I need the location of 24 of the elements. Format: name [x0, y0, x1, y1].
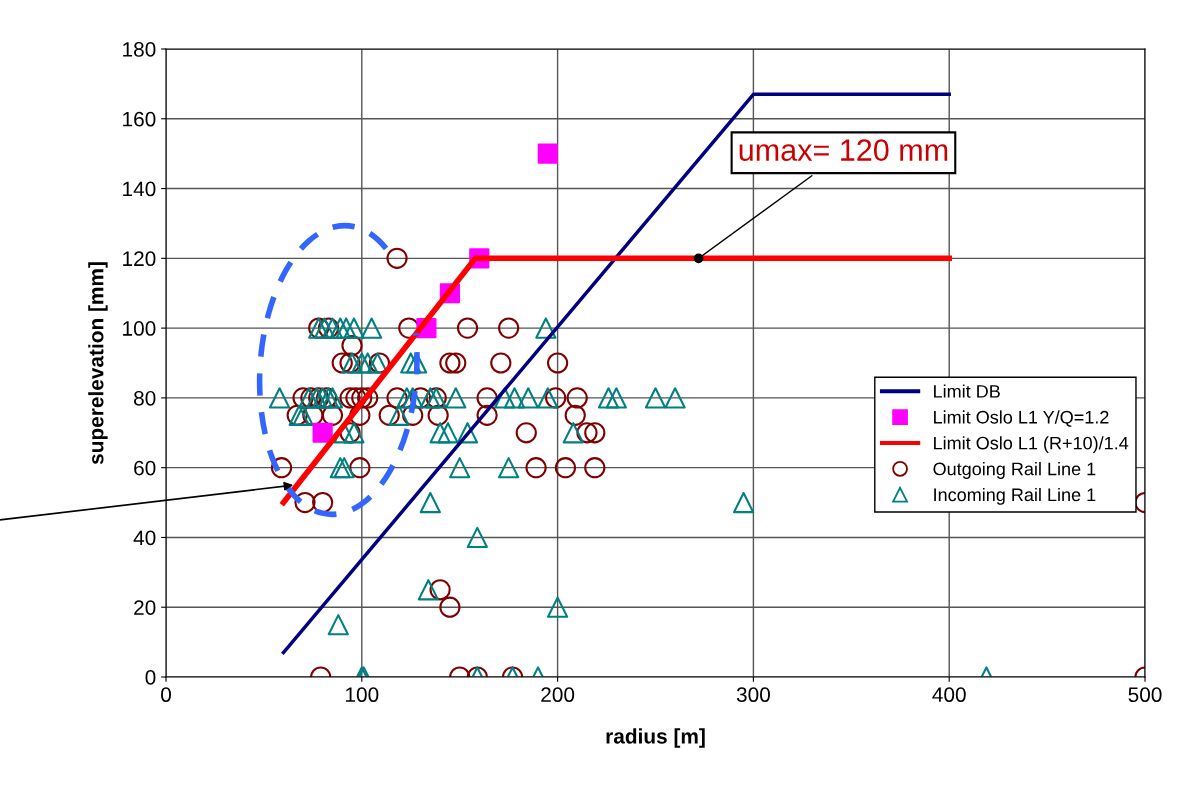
legend-label: Incoming Rail Line 1 — [934, 487, 1096, 505]
x-tick-label: 500 — [1128, 687, 1162, 703]
y-tick-label: 0 — [145, 670, 156, 685]
y-tick-label: 20 — [134, 600, 156, 615]
y-tick-label: 100 — [123, 321, 156, 336]
y-tick-label: 80 — [134, 390, 156, 406]
legend-label: Limit Oslo L1 (R+10)/1.4 — [934, 436, 1129, 454]
y-tick-label: 140 — [123, 181, 156, 197]
y-tick-label: 60 — [134, 460, 156, 476]
y-axis-title: superelevation [mm] — [88, 262, 108, 465]
y-tick-label: 40 — [133, 530, 156, 546]
x-tick-label: 200 — [541, 687, 575, 703]
y-tick-label: 120 — [123, 251, 156, 267]
legend-label: Limit Oslo L1 Y/Q=1.2 — [934, 410, 1109, 427]
x-tick-label: 0 — [161, 687, 171, 703]
legend-label: Limit DB — [934, 384, 1000, 398]
y-tick-label: 160 — [123, 111, 156, 127]
x-axis-title: radius [m] — [606, 728, 705, 748]
legend-label: Outgoing Rail Line 1 — [933, 462, 1096, 479]
annotation: umax= 120 mm — [739, 139, 948, 161]
x-tick-label: 100 — [346, 687, 379, 703]
x-tick-label: 400 — [932, 687, 966, 703]
x-tick-label: 300 — [736, 687, 770, 703]
y-tick-label: 180 — [123, 42, 156, 57]
